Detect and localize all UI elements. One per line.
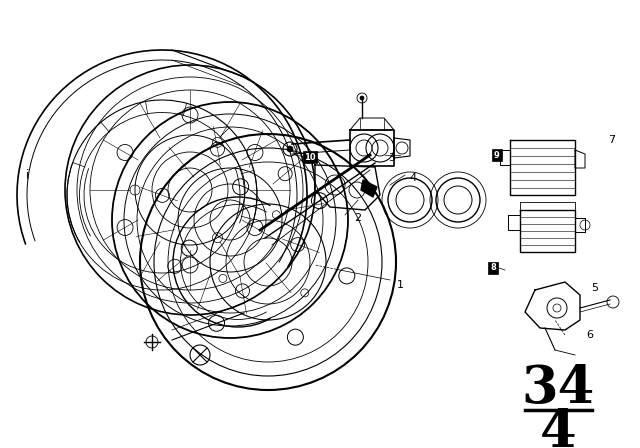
Text: 9: 9 xyxy=(494,151,500,159)
Text: i: i xyxy=(26,168,29,181)
Text: 2: 2 xyxy=(355,213,362,223)
Text: 4: 4 xyxy=(410,173,417,183)
Text: 3: 3 xyxy=(388,153,396,163)
Text: 6: 6 xyxy=(586,330,593,340)
Text: 34: 34 xyxy=(522,362,595,414)
Polygon shape xyxy=(361,180,377,197)
Text: 8: 8 xyxy=(490,263,496,272)
Text: 7: 7 xyxy=(609,135,616,145)
Text: 4: 4 xyxy=(540,406,576,448)
Text: 1: 1 xyxy=(397,280,403,290)
Text: 5: 5 xyxy=(591,283,598,293)
Circle shape xyxy=(287,146,293,152)
Circle shape xyxy=(360,96,364,100)
Text: 10: 10 xyxy=(304,152,316,161)
